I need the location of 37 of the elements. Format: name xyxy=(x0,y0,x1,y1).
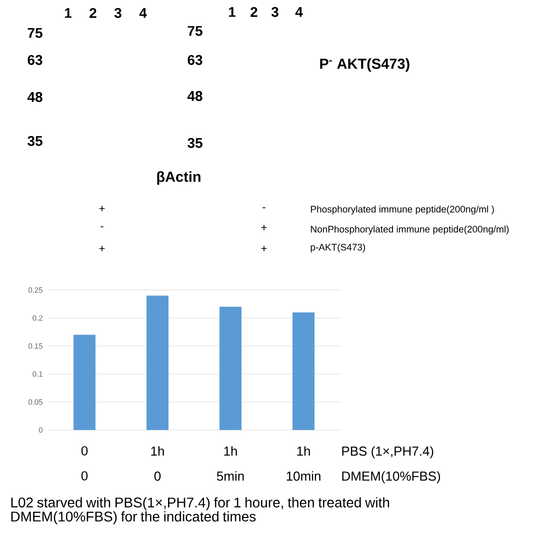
text: p-AKT(S473) xyxy=(310,244,366,252)
text: 63 xyxy=(28,55,42,65)
text: + xyxy=(99,246,105,252)
text: 2 xyxy=(90,8,96,18)
text: 1 xyxy=(228,7,236,17)
text: - xyxy=(262,207,266,208)
text: + xyxy=(261,224,267,230)
text: + xyxy=(99,206,105,212)
text: P$^{-}$ AKT(S473) xyxy=(320,58,410,72)
text: 75 xyxy=(188,26,202,36)
text: L02 starved with PBS(1×,PH7.4) for 1 houre, then treated with DMEM(10%FBS) for the indicated times xyxy=(11,497,390,524)
text: 1 xyxy=(64,8,72,18)
x-axis-title: PBS (1×,PH7.4) DMEM(10%FBS) xyxy=(342,446,440,484)
text: 4 xyxy=(295,7,303,17)
text: + xyxy=(261,246,267,252)
text: 35 xyxy=(188,138,202,148)
text: 4 xyxy=(139,8,147,18)
text: 63 xyxy=(188,55,202,65)
bar xyxy=(292,312,314,430)
category-label: 0 0 xyxy=(81,446,88,480)
text: 35 xyxy=(28,136,42,146)
text: Phosphorylated immune peptide(200ng/ml ) xyxy=(310,206,494,214)
text: 3 xyxy=(114,8,122,18)
text: 48 xyxy=(187,91,202,101)
text: 75 xyxy=(28,28,42,38)
text: 3 xyxy=(271,7,278,17)
category-label: 1h 0 xyxy=(151,446,164,481)
bar xyxy=(220,306,242,430)
text: 48 xyxy=(27,92,42,102)
text: - xyxy=(100,226,104,228)
x-tick-label: 1h 10min xyxy=(286,446,320,481)
bar xyxy=(74,334,96,430)
bar xyxy=(146,296,168,430)
text: 2 xyxy=(250,7,258,17)
text: βActin xyxy=(157,171,200,185)
x-tick-label: 1h 5min xyxy=(216,446,244,481)
text: NonPhosphorylated immune peptide(200ng/ml) xyxy=(310,226,509,234)
